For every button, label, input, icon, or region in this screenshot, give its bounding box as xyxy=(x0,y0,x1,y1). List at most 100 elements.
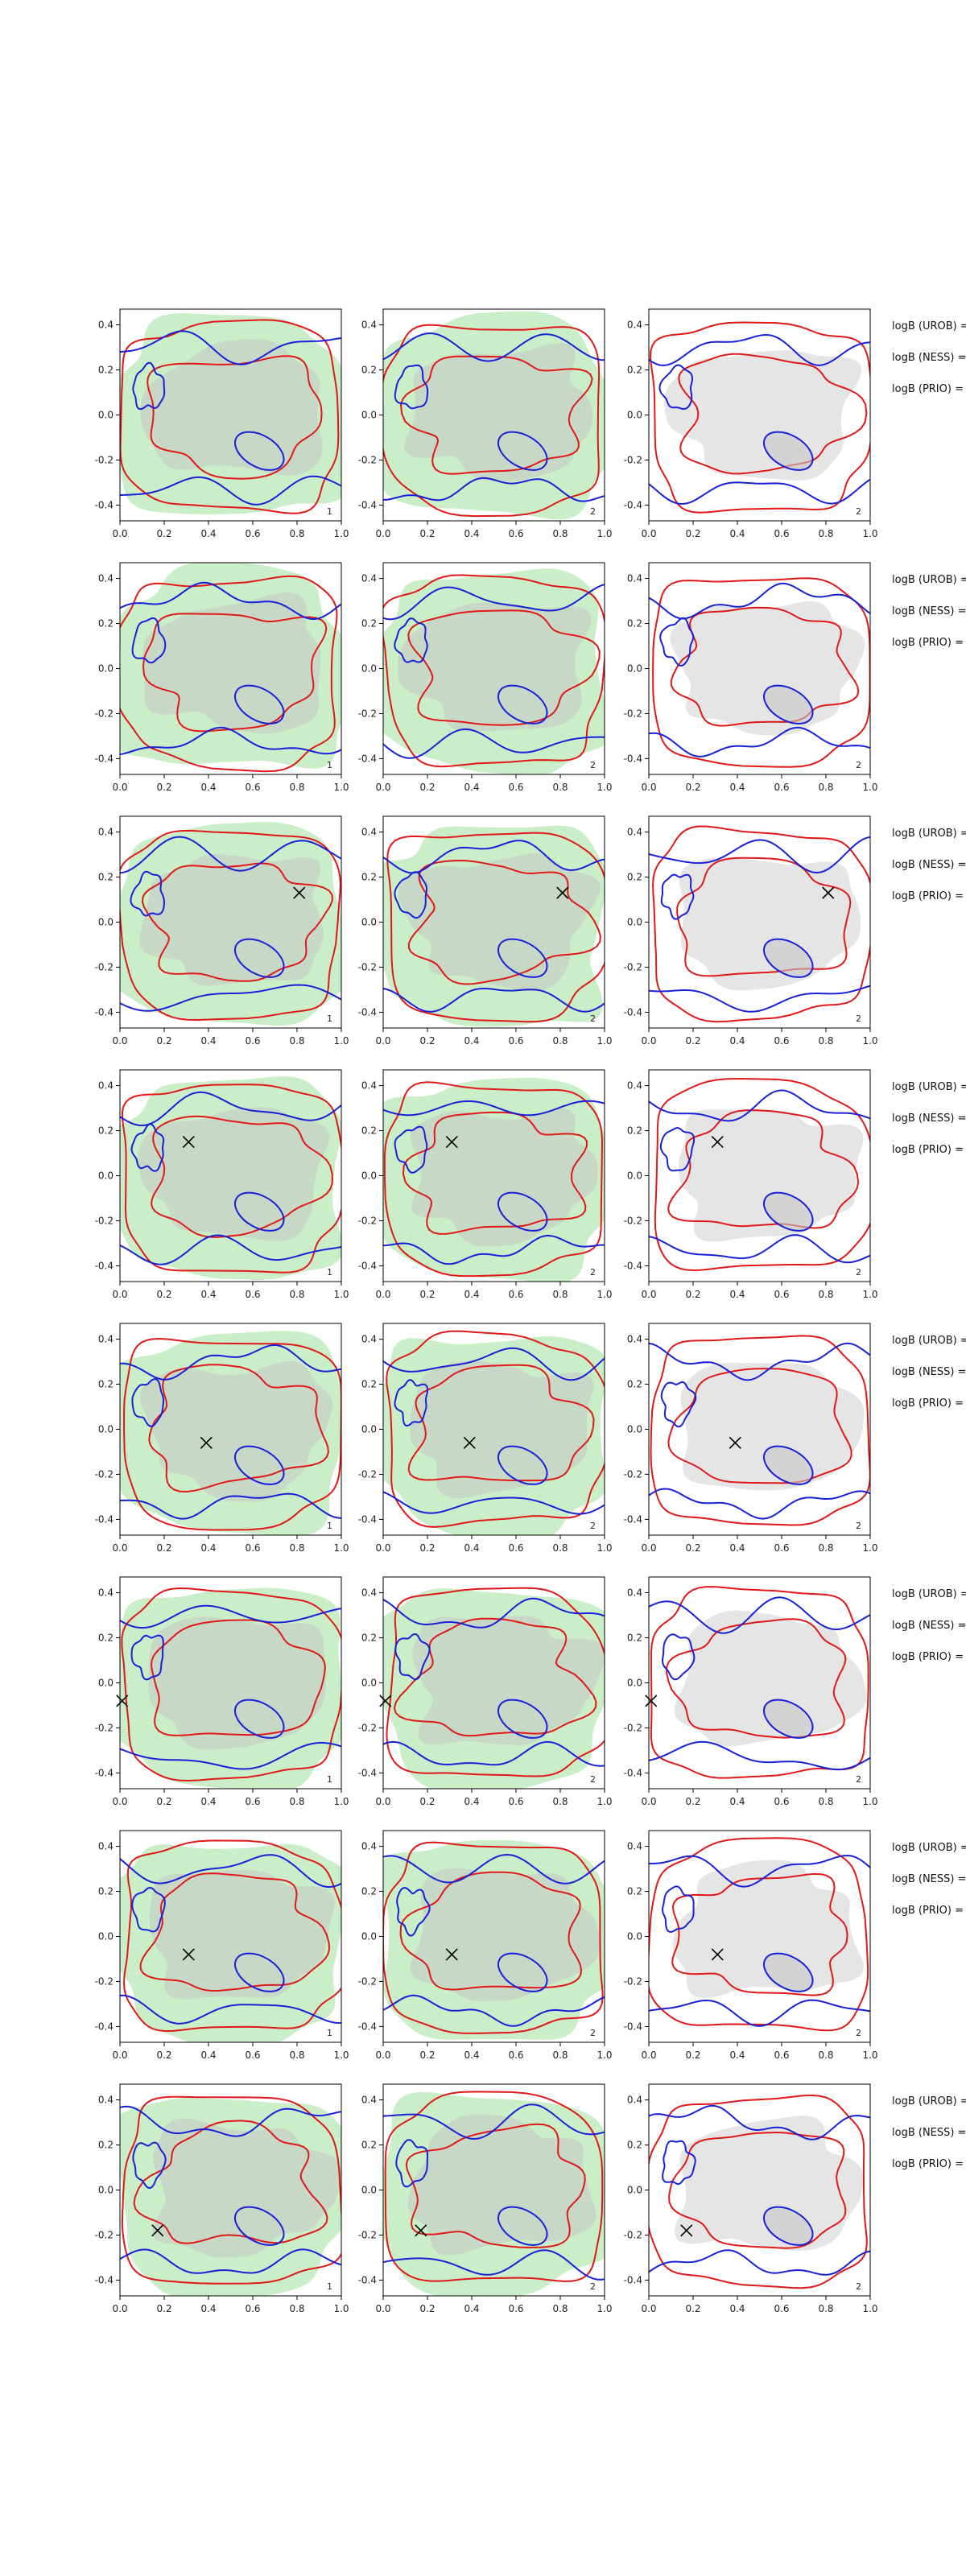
x-tick-label: 0.6 xyxy=(245,528,260,539)
x-tick-label: 0.8 xyxy=(552,1289,568,1300)
y-tick-label: -0.4 xyxy=(95,753,114,764)
x-tick-label: 0.2 xyxy=(419,2050,435,2061)
panel-r7-c3: 2 0.0 0.2 0.4 0.6 0.8 1.0 -0.4 -0.2 0.0 0.2 0.4 xyxy=(624,1830,878,2061)
blue-contour-loop xyxy=(659,1127,696,1172)
side-label-ness: logB (NESS) = xyxy=(892,1113,966,1125)
y-tick-label: -0.4 xyxy=(358,499,377,510)
y-tick-label: 0.4 xyxy=(361,573,377,584)
gray-density-fill xyxy=(148,1616,326,1750)
red-contour-inner xyxy=(399,1871,583,1991)
x-tick-label: 0.8 xyxy=(818,1796,833,1807)
y-tick-label: 0.2 xyxy=(627,618,642,630)
blue-contour-upper xyxy=(120,2105,341,2137)
y-tick-label: 0.2 xyxy=(98,1125,114,1137)
x-tick-label: 0.0 xyxy=(112,528,127,539)
blue-contour-loop xyxy=(395,2139,428,2188)
x-tick-label: 0.6 xyxy=(774,1796,789,1807)
y-tick-label: 0.2 xyxy=(627,365,642,376)
x-tick-label: 0.4 xyxy=(729,782,745,793)
y-tick-label: 0.4 xyxy=(627,827,642,838)
x-tick-label: 0.0 xyxy=(375,528,390,539)
blue-contour-loop xyxy=(394,1379,429,1426)
x-tick-label: 0.4 xyxy=(729,1289,745,1300)
red-contour-outer xyxy=(386,832,605,1023)
panel-plot-area xyxy=(649,2094,870,2289)
red-contour-outer xyxy=(652,577,870,768)
blue-ellipse-contour xyxy=(497,938,548,978)
y-tick-label: -0.4 xyxy=(624,753,642,764)
y-tick-label: -0.2 xyxy=(358,961,377,972)
panel-plot-area xyxy=(649,825,870,1023)
x-tick-label: 0.6 xyxy=(774,2303,789,2314)
blue-contour-lower xyxy=(120,1741,341,1770)
x-tick-label: 0.0 xyxy=(112,2050,127,2061)
y-tick-label: -0.2 xyxy=(624,454,642,465)
x-tick-label: 0.2 xyxy=(685,782,700,793)
blue-contour-lower xyxy=(120,1234,341,1265)
side-label-urob: logB (UROB) = xyxy=(892,320,966,332)
y-tick-label: 0.2 xyxy=(361,872,377,883)
x-tick-label: 0.4 xyxy=(729,1796,745,1807)
x-tick-label: 0.6 xyxy=(508,2050,523,2061)
x-tick-label: 0.2 xyxy=(156,1035,171,1046)
y-tick-label: 0.4 xyxy=(627,1587,642,1599)
x-tick-label: 0.6 xyxy=(774,1289,789,1300)
x-tick-label: 0.8 xyxy=(818,2050,833,2061)
blue-contour-upper xyxy=(383,332,605,362)
y-tick-label: -0.2 xyxy=(624,1722,642,1733)
blue-ellipse-contour xyxy=(234,1952,285,1992)
x-tick-label: 0.0 xyxy=(112,1289,127,1300)
blue-contour-lower xyxy=(120,1492,341,1520)
x-marker xyxy=(680,2224,693,2237)
gray-density-fill xyxy=(663,350,862,481)
x-tick-label: 1.0 xyxy=(597,2303,612,2314)
y-tick-label: 0.0 xyxy=(627,1170,642,1182)
x-tick-label: 1.0 xyxy=(333,1542,349,1554)
y-tick-label: 0.2 xyxy=(627,872,642,883)
x-tick-label: 0.8 xyxy=(289,1035,304,1046)
x-marker xyxy=(445,1135,458,1149)
x-tick-label: 0.6 xyxy=(508,782,523,793)
y-tick-label: -0.4 xyxy=(358,2021,377,2032)
blue-contour-loop xyxy=(661,1885,695,1934)
x-tick-label: 0.4 xyxy=(464,2303,479,2314)
blue-contour-loop xyxy=(661,1633,696,1681)
x-tick-label: 0.6 xyxy=(774,528,789,539)
x-tick-label: 1.0 xyxy=(333,528,349,539)
y-tick-label: 0.0 xyxy=(627,663,642,675)
y-tick-label: -0.4 xyxy=(95,1767,114,1778)
blue-contour-lower xyxy=(649,1740,870,1771)
blue-contour-loop xyxy=(660,873,695,920)
y-tick-label: 0.2 xyxy=(98,1379,114,1390)
y-tick-label: 0.2 xyxy=(361,1125,377,1137)
panel-number-label: 2 xyxy=(856,1013,861,1024)
blue-contour-lower xyxy=(649,478,870,506)
side-label-urob: logB (UROB) = xyxy=(892,1842,966,1854)
x-marker xyxy=(182,1948,195,1961)
blue-contour-upper xyxy=(383,1597,605,1629)
blue-contour-loop xyxy=(131,617,167,664)
blue-ellipse-contour xyxy=(497,2206,548,2246)
y-tick-label: -0.4 xyxy=(358,1260,377,1271)
x-tick-label: 0.2 xyxy=(419,528,435,539)
panel-number-label: 2 xyxy=(590,506,596,517)
y-tick-label: -0.4 xyxy=(624,2274,642,2285)
y-tick-label: 0.0 xyxy=(98,917,114,928)
x-tick-label: 0.4 xyxy=(200,782,216,793)
blue-contour-loop xyxy=(394,871,427,919)
blue-contour-upper xyxy=(120,836,341,874)
panel-r5-c3: 2 0.0 0.2 0.4 0.6 0.8 1.0 -0.4 -0.2 0.0 0.2 0.4 xyxy=(624,1323,878,1554)
x-tick-label: 0.4 xyxy=(200,2303,216,2314)
gray-density-fill xyxy=(672,1860,864,1999)
x-tick-label: 1.0 xyxy=(333,1796,349,1807)
blue-contour-upper xyxy=(120,330,341,365)
blue-contour-loop xyxy=(131,1378,164,1427)
x-tick-label: 0.0 xyxy=(112,1796,127,1807)
blue-contour-loop xyxy=(659,617,695,667)
gray-density-fill xyxy=(139,1360,333,1502)
blue-contour-lower xyxy=(649,1999,870,2027)
panel-r6-c1: 1 0.0 0.2 0.4 0.6 0.8 1.0 -0.4 -0.2 0.0 0.2 0.4 xyxy=(95,1576,349,1807)
y-tick-label: 0.0 xyxy=(627,1424,642,1435)
y-tick-label: 0.4 xyxy=(98,320,114,331)
